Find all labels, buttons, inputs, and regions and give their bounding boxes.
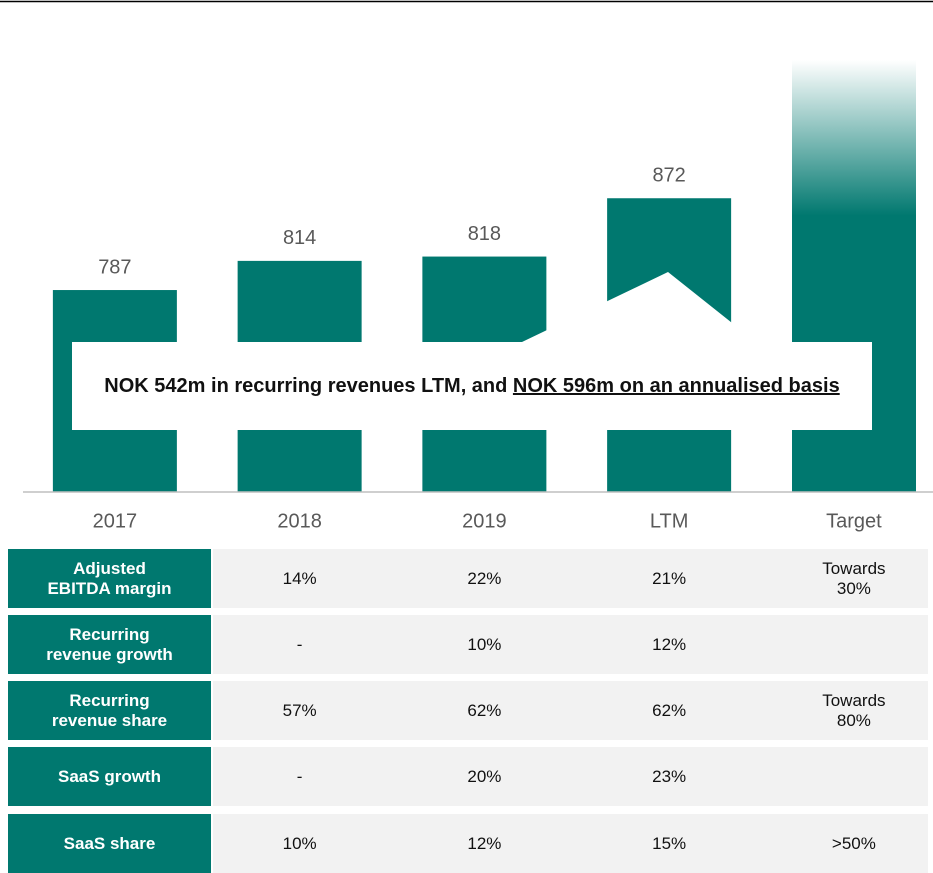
table-cell: 62% xyxy=(467,700,502,720)
value-label: 818 xyxy=(468,223,501,245)
row-background xyxy=(213,814,928,873)
row-background xyxy=(213,549,928,608)
table-cell: 62% xyxy=(652,700,687,720)
chart: 2017 787 2018 814 2019 818 LTM 872 Target xyxy=(0,0,933,532)
row-background xyxy=(213,615,928,674)
row-background xyxy=(213,681,928,740)
row-label: SaaS share xyxy=(8,814,211,873)
callout-plain: NOK 542m in recurring revenues LTM, and xyxy=(104,375,513,397)
x-tick-label: Target xyxy=(826,510,882,532)
row-label: Adjusted EBITDA margin xyxy=(8,549,211,608)
value-label: 872 xyxy=(652,165,685,187)
callout-text: NOK 542m in recurring revenues LTM, and … xyxy=(104,371,839,401)
table-cell: - xyxy=(296,766,303,786)
x-tick-label: 2017 xyxy=(93,510,138,532)
table-cell: 15% xyxy=(652,833,687,853)
table-cell: 57% xyxy=(282,700,317,720)
table-cell: 10% xyxy=(467,634,502,654)
value-label: 787 xyxy=(98,256,131,278)
table-cell: Towards 80% xyxy=(822,690,886,730)
table-cell: 12% xyxy=(652,634,687,654)
table-cell: 10% xyxy=(282,833,317,853)
row-label: SaaS growth xyxy=(8,747,211,806)
row-background xyxy=(213,747,928,806)
callout: NOK 542m in recurring revenues LTM, and … xyxy=(72,342,872,430)
x-tick-label: 2018 xyxy=(277,510,322,532)
table-cell: >50% xyxy=(831,833,876,853)
table-cell: 20% xyxy=(467,766,502,786)
x-tick-label: LTM xyxy=(650,510,689,532)
callout-underlined: NOK 596m on an annualised basis xyxy=(512,375,840,397)
value-label: 814 xyxy=(283,227,316,249)
table-cell: 14% xyxy=(282,568,317,588)
x-tick-label: 2019 xyxy=(462,510,507,532)
table-cell: 21% xyxy=(652,568,687,588)
row-label: Recurring revenue growth xyxy=(8,615,211,674)
table-cell: Towards 30% xyxy=(822,558,886,598)
table-cell: 12% xyxy=(467,833,502,853)
row-label: Recurring revenue share xyxy=(8,681,211,740)
table-cell: 22% xyxy=(467,568,502,588)
table-cell: - xyxy=(296,634,303,654)
callout-box xyxy=(72,272,872,430)
table-cell: 23% xyxy=(652,766,687,786)
